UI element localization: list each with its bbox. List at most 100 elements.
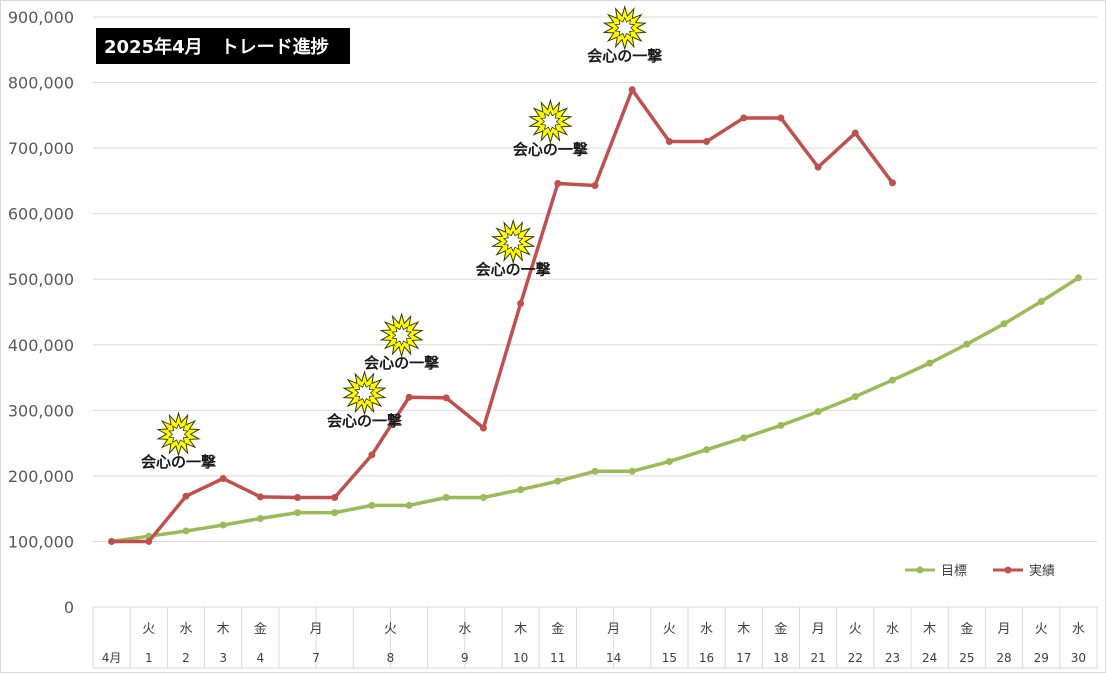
x-weekday-label: 木 xyxy=(737,622,750,637)
x-date-label: 22 xyxy=(848,651,863,665)
x-date-label: 29 xyxy=(1034,651,1049,665)
data-point xyxy=(851,393,859,401)
data-point xyxy=(926,359,934,367)
data-point xyxy=(591,181,599,189)
x-date-label: 2 xyxy=(182,651,190,665)
data-point xyxy=(219,521,227,529)
annotation-label: 会心の一撃 xyxy=(327,412,402,430)
legend-marker xyxy=(1004,566,1012,574)
data-point xyxy=(479,494,487,502)
annotation: 会心の一撃 xyxy=(364,312,439,372)
x-date-label: 3 xyxy=(219,651,227,665)
data-point xyxy=(703,138,711,146)
y-tick-label: 600,000 xyxy=(8,205,74,224)
legend-item: 目標 xyxy=(905,564,967,579)
data-point xyxy=(479,424,487,432)
y-tick-label: 800,000 xyxy=(8,74,74,93)
x-date-label: 9 xyxy=(461,651,469,665)
x-date-label: 4 xyxy=(257,651,265,665)
x-weekday-label: 火 xyxy=(384,622,397,637)
burst-center-icon xyxy=(502,230,524,253)
x-weekday-label: 水 xyxy=(458,622,471,637)
burst-center-icon xyxy=(539,110,561,133)
x-weekday-label: 月 xyxy=(812,622,825,637)
x-weekday-label: 金 xyxy=(551,621,564,637)
annotation-label: 会心の一撃 xyxy=(476,260,551,278)
data-point xyxy=(554,180,562,188)
x-date-label: 7 xyxy=(312,651,320,665)
data-point xyxy=(331,494,339,502)
annotation: 会心の一撃 xyxy=(327,370,402,430)
data-point xyxy=(182,527,190,535)
annotation: 会心の一撃 xyxy=(513,98,588,159)
data-point xyxy=(814,163,822,171)
chart-title: 2025年4月 トレード進捗 xyxy=(104,36,329,58)
x-date-label: 15 xyxy=(662,651,677,665)
data-point xyxy=(665,457,673,465)
data-point xyxy=(442,394,450,402)
x-date-label: 11 xyxy=(550,651,565,665)
data-point xyxy=(331,509,339,517)
y-tick-label: 500,000 xyxy=(8,270,74,289)
legend-label: 実績 xyxy=(1029,563,1055,579)
x-date-label: 16 xyxy=(699,651,714,665)
data-point xyxy=(1000,320,1008,328)
x-weekday-label: 木 xyxy=(923,622,936,637)
annotation-label: 会心の一撃 xyxy=(141,453,216,471)
data-point xyxy=(963,340,971,348)
x-date-label: 1 xyxy=(145,651,153,665)
y-tick-label: 300,000 xyxy=(8,401,74,420)
x-weekday-label: 金 xyxy=(774,621,787,637)
series-line-実績 xyxy=(109,88,895,544)
x-date-label: 10 xyxy=(513,651,528,665)
data-point xyxy=(405,393,413,401)
chart-title-box: 2025年4月 トレード進捗 xyxy=(96,28,350,64)
data-point xyxy=(814,408,822,416)
data-point xyxy=(108,537,116,545)
x-weekday-label: 水 xyxy=(179,622,192,637)
y-tick-label: 0 xyxy=(64,598,74,617)
data-point xyxy=(888,376,896,384)
annotation: 会心の一撃 xyxy=(141,411,216,471)
data-point xyxy=(1037,298,1045,306)
data-point xyxy=(368,501,376,509)
gridlines xyxy=(93,16,1097,608)
annotation-label: 会心の一撃 xyxy=(513,141,588,159)
legend-marker xyxy=(916,566,924,574)
x-date-label: 23 xyxy=(885,651,900,665)
legend: 目標 実績 xyxy=(905,563,1055,579)
burst-center-icon xyxy=(614,16,636,39)
x-weekday-label: 月 xyxy=(310,622,323,637)
x-date-label: 14 xyxy=(606,651,621,665)
x-date-label: 4月 xyxy=(102,651,122,665)
y-tick-label: 100,000 xyxy=(8,532,74,551)
annotation-label: 会心の一撃 xyxy=(587,47,662,65)
x-date-label: 24 xyxy=(922,651,937,665)
x-weekday-label: 水 xyxy=(1072,622,1085,637)
data-point xyxy=(628,467,636,475)
x-weekday-label: 火 xyxy=(142,622,155,637)
x-weekday-label: 水 xyxy=(700,622,713,637)
data-point xyxy=(628,86,636,94)
x-weekday-label: 火 xyxy=(1035,622,1048,637)
data-point xyxy=(517,486,525,494)
x-date-label: 8 xyxy=(387,651,395,665)
y-tick-label: 900,000 xyxy=(8,8,74,27)
data-point xyxy=(1074,274,1082,282)
data-point xyxy=(740,434,748,442)
y-tick-label: 400,000 xyxy=(8,336,74,355)
data-point xyxy=(703,446,711,454)
x-date-label: 18 xyxy=(773,651,788,665)
x-date-label: 25 xyxy=(959,651,974,665)
data-point xyxy=(665,138,673,146)
x-date-label: 21 xyxy=(810,651,825,665)
data-point xyxy=(256,493,264,501)
data-point xyxy=(145,537,153,545)
burst-center-icon xyxy=(353,381,375,404)
data-point xyxy=(219,475,227,483)
y-tick-label: 200,000 xyxy=(8,467,74,486)
x-weekday-label: 火 xyxy=(849,622,862,637)
data-point xyxy=(368,451,376,459)
